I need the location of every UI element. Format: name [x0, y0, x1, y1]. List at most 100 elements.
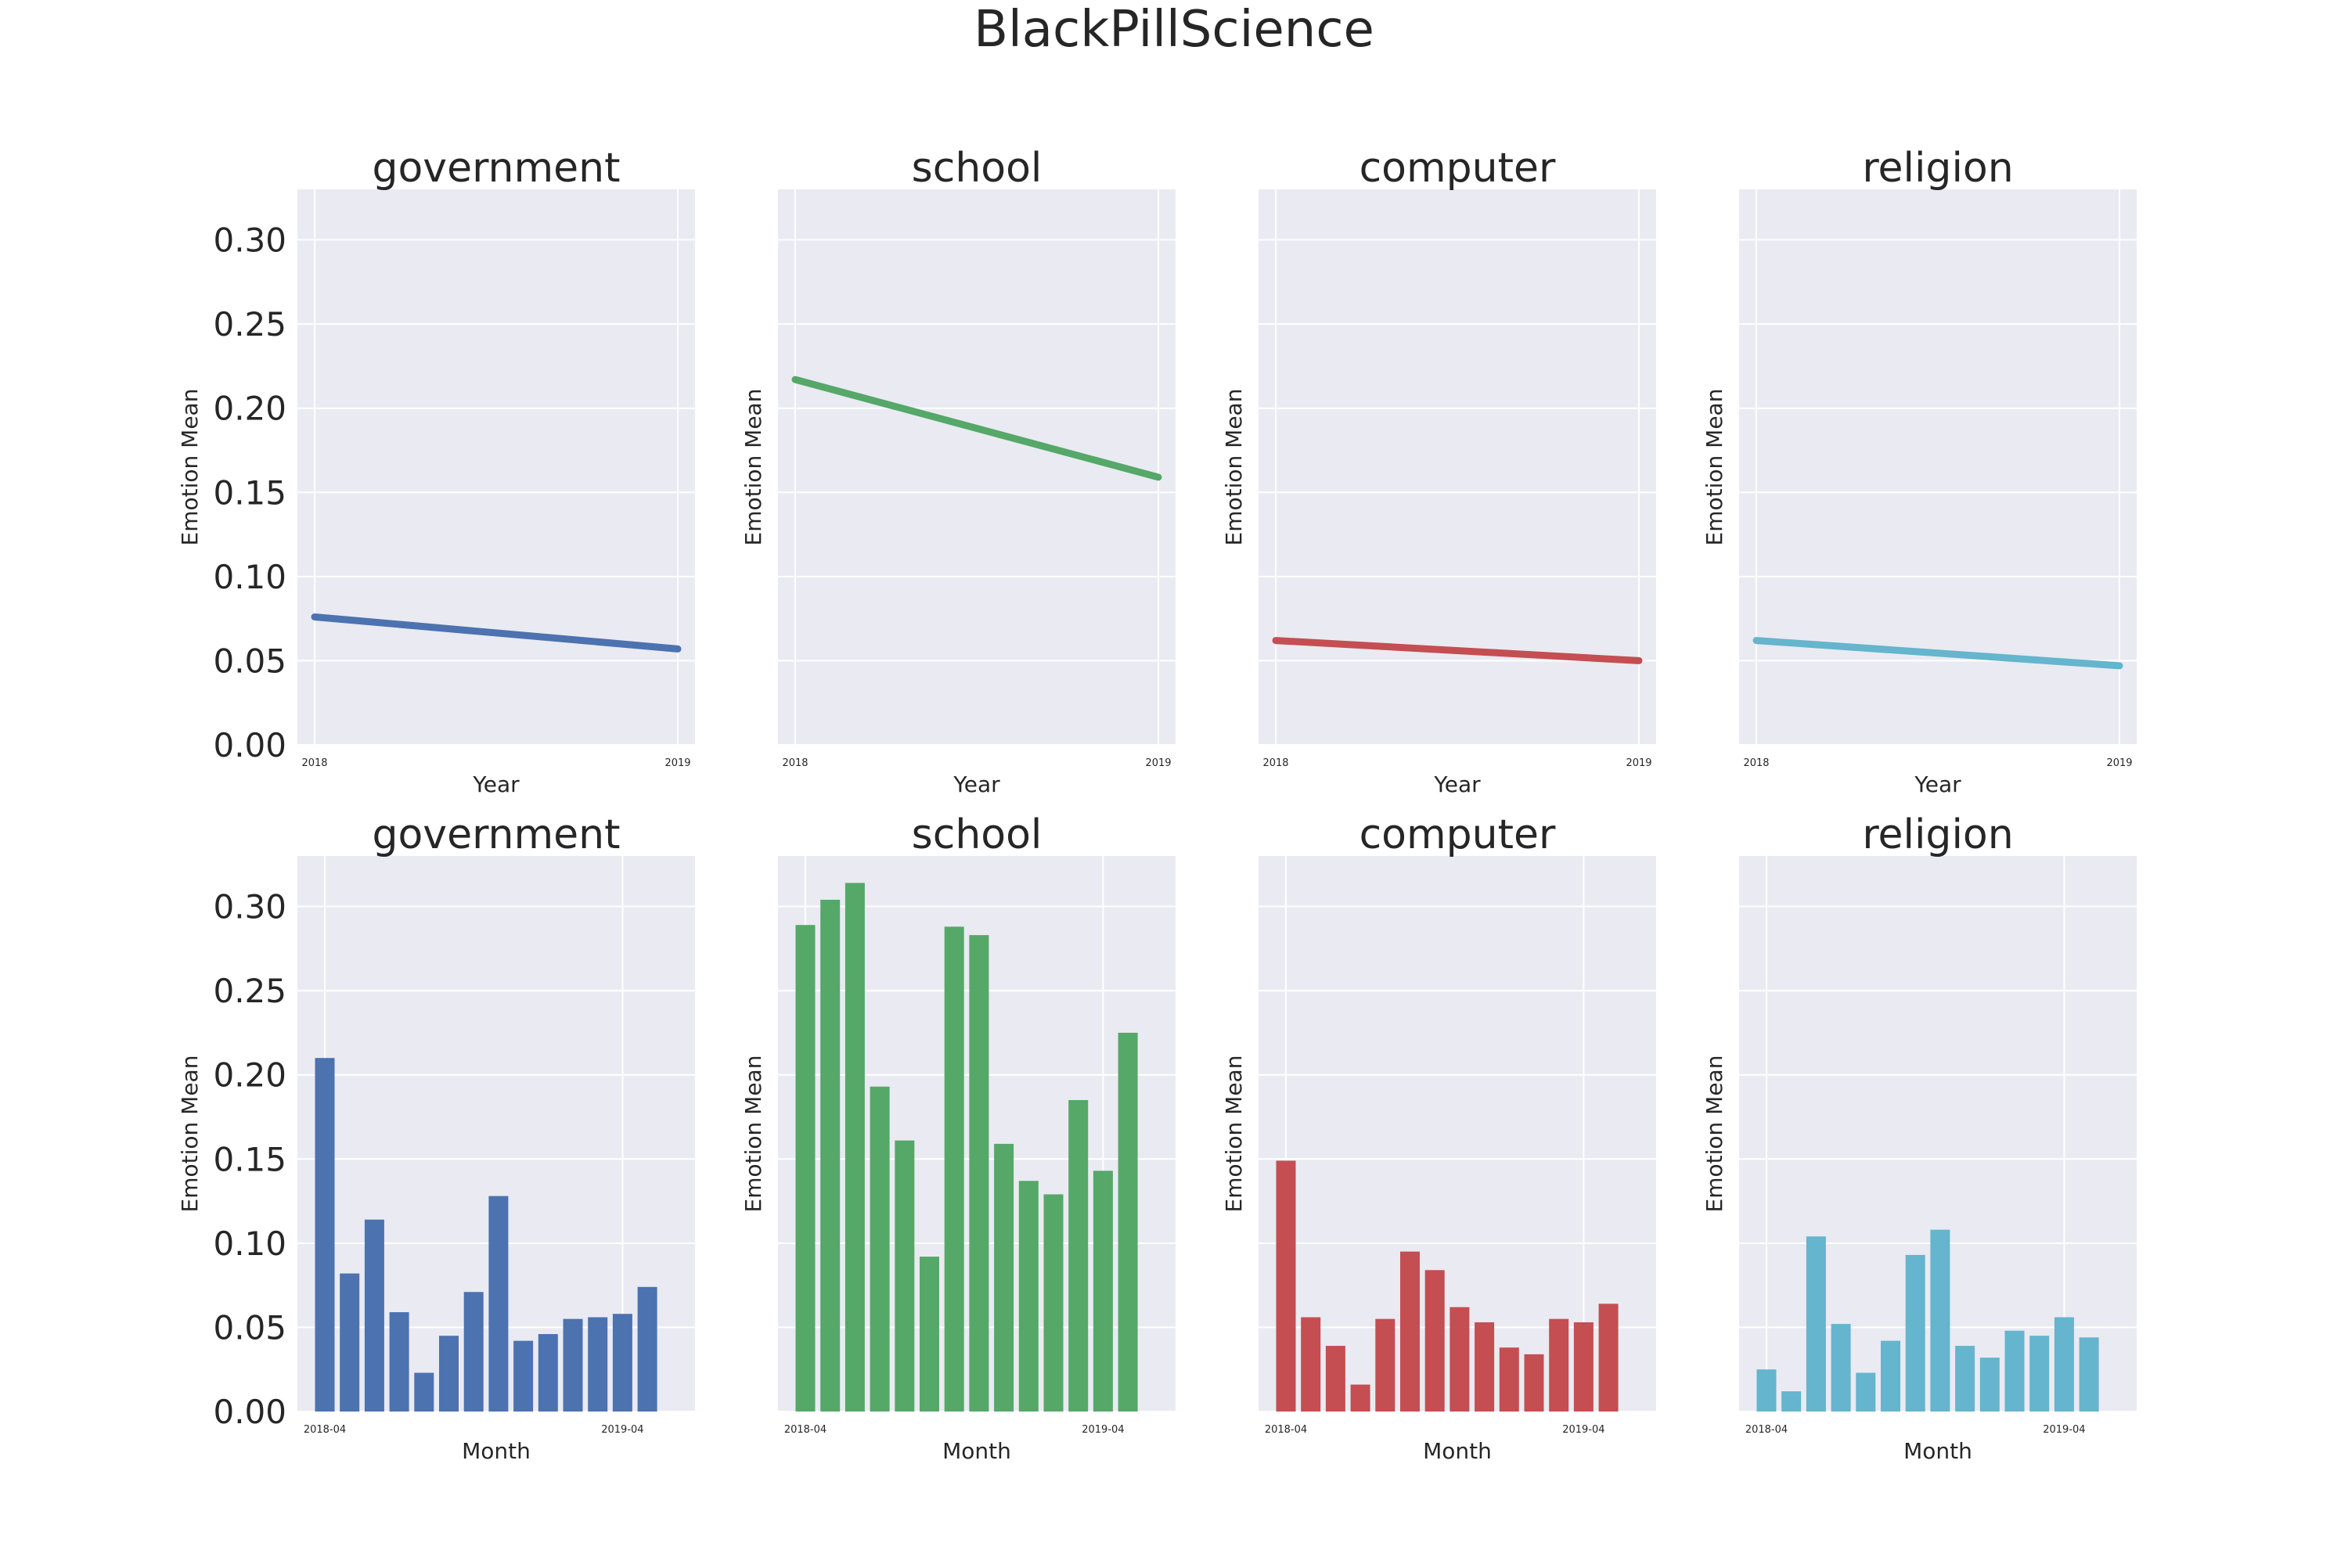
panel-monthly-government-ytick-label: 0.10	[213, 1225, 286, 1263]
panel-monthly-school-xtick-label: 2018-04	[784, 1424, 826, 1436]
panel-monthly-school-bar	[969, 935, 989, 1412]
panel-yearly-government-title: government	[372, 145, 620, 192]
panel-monthly-government-bar	[315, 1058, 335, 1412]
panel-monthly-government-bar	[488, 1196, 508, 1412]
panel-monthly-government-ytick-label: 0.00	[213, 1393, 286, 1431]
panel-monthly-computer-bar	[1301, 1318, 1320, 1412]
panel-monthly-school-bar	[870, 1087, 890, 1412]
panel-yearly-computer-title: computer	[1359, 145, 1556, 192]
panel-monthly-school-bar	[1019, 1181, 1039, 1412]
panel-monthly-religion-ylabel: Emotion Mean	[1702, 1056, 1727, 1213]
panel-monthly-religion-bar	[1806, 1236, 1826, 1412]
panel-monthly-religion-bar	[1856, 1373, 1875, 1412]
panel-monthly-government-bar	[613, 1314, 632, 1412]
panel-monthly-government-bar	[340, 1274, 359, 1412]
panel-monthly-religion-bar	[1757, 1369, 1777, 1412]
panel-monthly-school-bar	[895, 1141, 914, 1412]
panel-monthly-school-bar	[994, 1144, 1014, 1412]
panel-monthly-religion-title: religion	[1862, 811, 2013, 858]
panel-monthly-school-bar	[796, 925, 816, 1412]
panel-yearly-government-ytick-label: 0.30	[213, 221, 286, 260]
panel-yearly-government-ytick-label: 0.15	[213, 473, 286, 512]
figure-title: BlackPillScience	[0, 0, 2348, 59]
panel-monthly-government-ytick-label: 0.05	[213, 1308, 286, 1347]
panel-monthly-government-xtick-label: 2019-04	[601, 1424, 643, 1436]
panel-monthly-computer-bar	[1400, 1252, 1420, 1412]
panel-monthly-religion-bar	[1930, 1230, 1950, 1412]
panel-yearly-government-xlabel: Year	[472, 771, 520, 797]
panel-monthly-government-ylabel: Emotion Mean	[177, 1056, 203, 1213]
panel-monthly-government-xlabel: Month	[462, 1438, 531, 1464]
panel-monthly-government-bar	[538, 1334, 558, 1412]
panel-monthly-computer-bar	[1475, 1322, 1494, 1412]
panel-monthly-religion-bar	[1831, 1324, 1851, 1412]
panel-monthly-computer-bar	[1326, 1346, 1345, 1412]
panel-yearly-government-ytick-label: 0.05	[213, 642, 286, 680]
panel-monthly-government-ytick-label: 0.20	[213, 1056, 286, 1095]
panel-yearly-religion-ylabel: Emotion Mean	[1702, 389, 1727, 546]
panel-monthly-government-ytick-label: 0.25	[213, 972, 286, 1010]
panel-yearly-school-ylabel: Emotion Mean	[740, 389, 766, 546]
panel-monthly-computer-bar	[1500, 1347, 1519, 1412]
panel-monthly-computer-bar	[1351, 1385, 1370, 1412]
panel-monthly-government-bar	[638, 1287, 657, 1412]
panel-yearly-government-ytick-label: 0.25	[213, 305, 286, 343]
panel-monthly-school-bar	[1068, 1100, 1088, 1412]
panel-monthly-government-ytick-label: 0.15	[213, 1140, 286, 1178]
panel-monthly-computer-xtick-label: 2018-04	[1265, 1424, 1307, 1436]
panel-monthly-school-ylabel: Emotion Mean	[740, 1056, 766, 1213]
panel-monthly-school-bar	[820, 900, 840, 1412]
panel-monthly-religion-bar	[1781, 1391, 1801, 1412]
panel-yearly-computer-xtick-label: 2019	[1626, 757, 1651, 769]
panel-monthly-computer-bar	[1375, 1319, 1395, 1412]
panel-monthly-computer-bar	[1277, 1160, 1296, 1412]
panel-monthly-computer-ylabel: Emotion Mean	[1221, 1056, 1247, 1213]
panel-monthly-school-bar	[845, 883, 865, 1412]
panel-yearly-government-xtick-label: 2019	[664, 757, 690, 769]
panel-monthly-government-bar	[390, 1312, 409, 1412]
panel-yearly-religion-title: religion	[1862, 145, 2013, 192]
panel-yearly-computer-ylabel: Emotion Mean	[1221, 389, 1247, 546]
panel-monthly-religion-bar	[2054, 1318, 2074, 1412]
panel-yearly-school-xlabel: Year	[953, 771, 1000, 797]
panel-monthly-school-xlabel: Month	[942, 1438, 1011, 1464]
panel-monthly-government-bar	[564, 1319, 583, 1412]
panel-monthly-computer-xlabel: Month	[1423, 1438, 1492, 1464]
panel-yearly-government-plot-area	[297, 189, 695, 745]
panel-monthly-religion-bar	[2005, 1331, 2025, 1412]
panel-yearly-government-xtick-label: 2018	[301, 757, 327, 769]
panel-monthly-religion-bar	[2080, 1337, 2099, 1412]
panel-monthly-religion-xtick-label: 2018-04	[1745, 1424, 1788, 1436]
panel-monthly-religion-bar	[1881, 1341, 1900, 1412]
panel-monthly-computer-bar	[1525, 1354, 1544, 1412]
panel-monthly-government-bar	[588, 1318, 607, 1412]
panel-yearly-government-ytick-label: 0.00	[213, 726, 286, 764]
panel-monthly-government-title: government	[372, 811, 620, 858]
panel-monthly-religion-xlabel: Month	[1903, 1438, 1972, 1464]
panel-yearly-school-xtick-label: 2018	[782, 757, 808, 769]
panel-monthly-computer-title: computer	[1359, 811, 1556, 858]
panel-monthly-school-bar	[1044, 1194, 1064, 1412]
panel-monthly-religion-bar	[1980, 1358, 2000, 1412]
panel-yearly-government-ytick-label: 0.20	[213, 390, 286, 428]
panel-monthly-computer-bar	[1425, 1270, 1445, 1412]
panel-monthly-computer-bar	[1574, 1322, 1594, 1412]
panel-monthly-school-bar	[945, 926, 964, 1412]
panel-monthly-government-bar	[414, 1373, 434, 1412]
panel-monthly-religion-bar	[1906, 1255, 1925, 1412]
panel-monthly-government-bar	[464, 1292, 484, 1412]
panel-monthly-computer-bar	[1599, 1304, 1619, 1412]
panel-yearly-computer-xlabel: Year	[1433, 771, 1481, 797]
panel-monthly-computer-xtick-label: 2019-04	[1562, 1424, 1604, 1436]
panel-yearly-government-ylabel: Emotion Mean	[177, 389, 203, 546]
panel-yearly-religion-xtick-label: 2019	[2106, 757, 2132, 769]
panel-yearly-religion-xlabel: Year	[1914, 771, 1961, 797]
panel-yearly-school-title: school	[912, 145, 1043, 192]
panel-monthly-school-bar	[1093, 1171, 1113, 1412]
panel-monthly-school-bar	[920, 1257, 939, 1412]
panel-monthly-government-bar	[365, 1220, 384, 1412]
panel-monthly-school-xtick-label: 2019-04	[1082, 1424, 1124, 1436]
panel-monthly-computer-bar	[1449, 1307, 1469, 1412]
